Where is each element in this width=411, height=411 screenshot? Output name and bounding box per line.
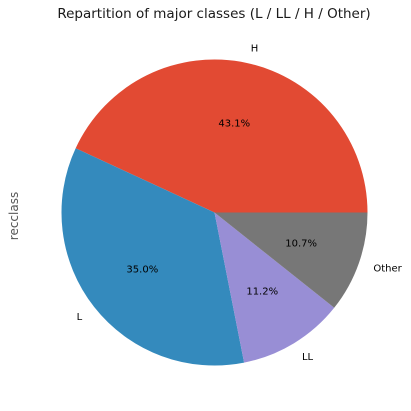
pie-labels: H 43.1% L 35.0% LL 11.2% Other 10.7% [77, 44, 403, 363]
pie-slice-other [214, 212, 368, 308]
pct-label-l: 35.0% [126, 265, 158, 276]
slice-label-h: H [251, 44, 259, 55]
pie-slice-ll [214, 212, 335, 363]
y-axis-label: recclass [7, 192, 21, 240]
pie-slices [61, 59, 368, 366]
pie-slice-l [61, 148, 245, 366]
slice-label-other: Other [373, 264, 402, 275]
pie-slice-h [75, 59, 368, 213]
pct-label-h: 43.1% [218, 118, 250, 129]
chart-title: Repartition of major classes (L / LL / H… [57, 6, 370, 22]
pct-label-ll: 11.2% [246, 286, 278, 297]
slice-label-l: L [77, 312, 83, 323]
pct-label-other: 10.7% [285, 238, 317, 249]
slice-label-ll: LL [302, 352, 314, 363]
